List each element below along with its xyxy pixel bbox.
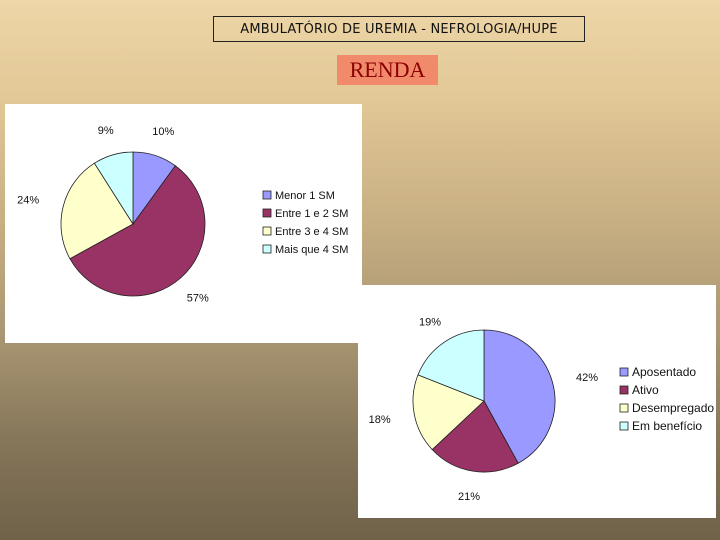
slice-percent-label: 19% <box>419 317 441 329</box>
slice-percent-label: 24% <box>17 195 39 207</box>
slice-percent-label: 9% <box>98 125 114 137</box>
legend-label: Desempregado <box>632 401 714 415</box>
legend-swatch <box>619 421 629 431</box>
slice-percent-label: 18% <box>369 414 391 426</box>
legend-swatch <box>262 208 272 218</box>
slice-percent-label: 10% <box>152 126 174 138</box>
legend-label: Menor 1 SM <box>275 190 335 202</box>
legend-label: Entre 3 e 4 SM <box>275 226 348 238</box>
pie-slice <box>69 165 206 297</box>
income-chart-panel: 10% 57% 24% 9% Menor 1 SM Entre 1 e 2 SM Entre… <box>5 104 362 343</box>
legend-swatch <box>262 226 272 236</box>
occupation-pie-chart: 42% 21% 18% 19% Aposentado Ativo Desempregado E… <box>369 317 715 503</box>
pie-slice <box>483 329 556 464</box>
legend-swatch <box>619 385 629 395</box>
legend-label: Entre 1 e 2 SM <box>275 208 348 220</box>
header-title: AMBULATÓRIO DE UREMIA - NEFROLOGIA/HUPE <box>213 16 585 42</box>
legend-swatch <box>619 403 629 413</box>
legend-swatch <box>262 244 272 254</box>
legend-swatch <box>262 190 272 200</box>
pie-slice <box>412 374 485 451</box>
legend-label: Ativo <box>632 383 659 397</box>
pie-slice <box>431 400 519 473</box>
pie-slice <box>60 162 134 260</box>
legend-label: Mais que 4 SM <box>275 244 348 256</box>
occupation-chart-panel: 42% 21% 18% 19% Aposentado Ativo Desempregado E… <box>358 285 716 518</box>
income-pie-chart: 10% 57% 24% 9% Menor 1 SM Entre 1 e 2 SM Entre… <box>17 125 348 305</box>
legend-label: Aposentado <box>632 365 696 379</box>
legend-label: Em benefício <box>632 419 702 433</box>
legend-swatch <box>619 367 629 377</box>
slice-percent-label: 57% <box>187 293 209 305</box>
section-title: RENDA <box>337 55 438 85</box>
slice-percent-label: 21% <box>458 491 480 503</box>
pie-slice <box>417 329 485 402</box>
pie-slice <box>93 151 134 226</box>
slice-percent-label: 42% <box>576 372 598 384</box>
